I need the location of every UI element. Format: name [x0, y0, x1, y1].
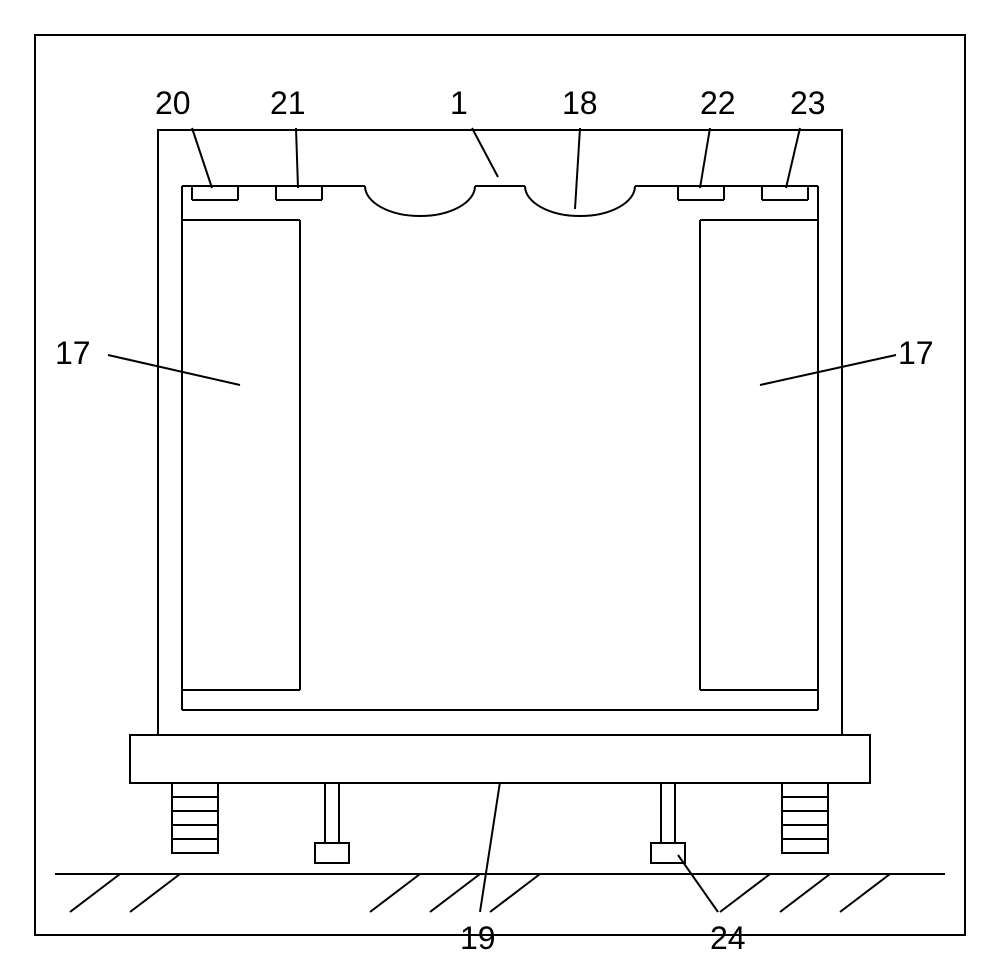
callout-label-21: 21 [270, 85, 306, 122]
callout-label-22: 22 [700, 85, 736, 122]
callout-label-24: 24 [710, 920, 746, 957]
callout-label-17: 17 [55, 335, 91, 372]
callout-label-1: 1 [450, 85, 468, 122]
callout-label-23: 23 [790, 85, 826, 122]
callout-label-17b: 17 [898, 335, 934, 372]
diagram-svg [0, 0, 1000, 971]
callout-label-18: 18 [562, 85, 598, 122]
callout-label-20: 20 [155, 85, 191, 122]
callout-label-19: 19 [460, 920, 496, 957]
